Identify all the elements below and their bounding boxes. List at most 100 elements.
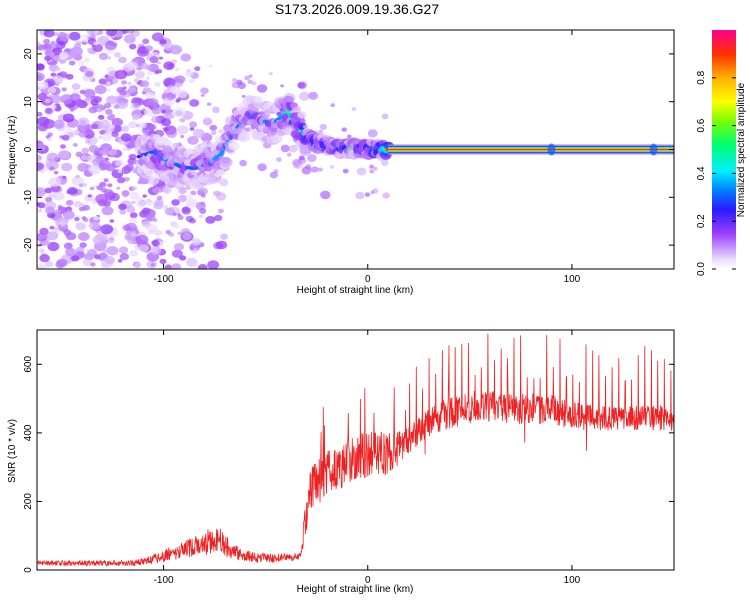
spectrogram-cell xyxy=(47,241,60,252)
spectrogram-cell xyxy=(60,144,66,149)
spectrogram-cell xyxy=(37,202,41,206)
spectrogram-cell xyxy=(71,83,81,90)
spectrogram-cell xyxy=(276,157,282,162)
spectrogram-cell xyxy=(298,91,310,101)
spectrogram-cell xyxy=(164,264,172,269)
spectrogram-cell xyxy=(125,230,131,235)
spectrogram-cell xyxy=(43,30,55,38)
spectrogram-cell xyxy=(129,43,137,50)
spectrogram-cell xyxy=(351,106,357,111)
spectrogram-cell xyxy=(128,191,140,200)
spectrogram-cell xyxy=(174,67,180,72)
spectrogram-cell xyxy=(90,95,98,102)
spectrogram-cell xyxy=(185,215,194,222)
spectrogram-cell xyxy=(128,87,137,93)
spectrogram-cell xyxy=(239,159,247,167)
spectrogram-cell xyxy=(61,162,73,172)
spectrogram-cell xyxy=(191,238,202,246)
spectrogram-cell xyxy=(205,216,216,224)
spectrogram-cell xyxy=(187,136,199,145)
spectrogram-cell xyxy=(109,113,116,119)
spectrogram-cell xyxy=(53,191,65,201)
spectrogram-cell xyxy=(256,84,268,93)
spectrogram-cell xyxy=(72,143,78,147)
spectrogram-cell xyxy=(92,44,104,52)
spectrogram-cell xyxy=(201,193,206,198)
spectrogram-cell xyxy=(66,73,74,80)
spectrogram-cell xyxy=(118,56,127,64)
spectrogram-cell xyxy=(44,55,52,61)
spectrogram-cell xyxy=(122,169,129,175)
spectrogram-cell xyxy=(297,111,307,119)
spectrogram-cell xyxy=(61,134,70,141)
spectrogram-cell xyxy=(209,124,218,131)
spectrogram-cell xyxy=(163,187,170,193)
spectrogram-cell xyxy=(77,117,90,126)
spectrogram-cell xyxy=(193,128,205,138)
spectrogram-cell xyxy=(164,140,172,146)
spectrogram-cell xyxy=(369,164,374,169)
spectrogram-cell xyxy=(155,136,167,146)
spectrogram-cell xyxy=(221,156,231,164)
spectrogram-cell xyxy=(342,168,349,174)
spectrogram-cell xyxy=(251,81,257,86)
spectrogram-cell xyxy=(347,134,352,139)
snr-y-tick-label: 600 xyxy=(23,356,34,373)
spectrogram-cell xyxy=(100,224,114,235)
spectrogram-cell xyxy=(37,232,48,242)
spectrogram-cell xyxy=(50,94,62,104)
spectrogram-cell xyxy=(244,75,250,81)
spectrogram-cell xyxy=(78,60,85,66)
spectrogram-cell xyxy=(143,130,150,137)
spectrogram-cell xyxy=(364,192,371,197)
spectrogram-cell xyxy=(65,247,76,256)
spectrogram-cell xyxy=(74,98,84,106)
spectrogram-cell xyxy=(141,91,146,95)
spectrogram-cell xyxy=(271,127,278,133)
spectrogram-cell xyxy=(138,244,150,253)
spectrogram-cell xyxy=(44,187,53,194)
spectrogram-cell xyxy=(176,125,189,135)
spectrogram-cell xyxy=(129,212,138,219)
colorbar-tick-label: 0.0 xyxy=(696,262,707,276)
snr-x-tick-label: -100 xyxy=(154,575,174,586)
spectrogram-cell xyxy=(139,83,144,87)
spectrogram-cell xyxy=(164,207,175,216)
spectrogram-cell xyxy=(123,193,128,198)
spectrogram-cell xyxy=(45,107,53,114)
spectrogram-cell xyxy=(175,99,181,103)
snr-plot-frame xyxy=(36,329,675,571)
spectrogram-cell xyxy=(149,56,159,64)
spectrogram-cell xyxy=(103,178,109,183)
spectrogram-cell xyxy=(177,231,182,235)
spectrogram-cell xyxy=(161,118,172,127)
spectrogram-y-tick-label: 0 xyxy=(23,146,34,152)
spectrogram-cell xyxy=(170,86,181,95)
spectrogram-cell xyxy=(88,221,100,231)
spectrogram-cell xyxy=(123,177,130,182)
spectrogram-cell xyxy=(180,53,192,62)
spectrogram-cell xyxy=(37,154,43,162)
spectrogram-cell xyxy=(62,113,75,123)
spectrogram-cell xyxy=(287,98,293,103)
spectrogram-cell xyxy=(159,258,167,265)
spectrogram-cell xyxy=(294,106,301,112)
spectrogram-cell xyxy=(177,213,182,217)
spectrogram-cell xyxy=(150,246,162,255)
spectrogram-cell xyxy=(113,52,121,58)
spectrogram-cell xyxy=(211,130,217,136)
snr-x-label: Height of straight line (km) xyxy=(297,584,414,595)
spectrogram-cell xyxy=(47,87,57,94)
colorbar-ticks: 0.0 0.2 0.4 0.6 0.8 xyxy=(696,70,736,276)
spectrogram-cell xyxy=(286,152,292,157)
colorbar-tick-label: 0.8 xyxy=(696,70,707,84)
spectrogram-cell xyxy=(124,164,134,172)
spectrogram-cell xyxy=(145,199,154,206)
spectrogram-cell xyxy=(241,94,246,98)
spectrogram-cell xyxy=(310,166,319,173)
spectrogram-cell xyxy=(133,262,142,269)
spectrogram-cell xyxy=(161,145,173,154)
spectrogram-cell xyxy=(216,169,225,176)
spectrogram-cell xyxy=(161,109,166,114)
spectrogram-cell xyxy=(302,124,309,129)
